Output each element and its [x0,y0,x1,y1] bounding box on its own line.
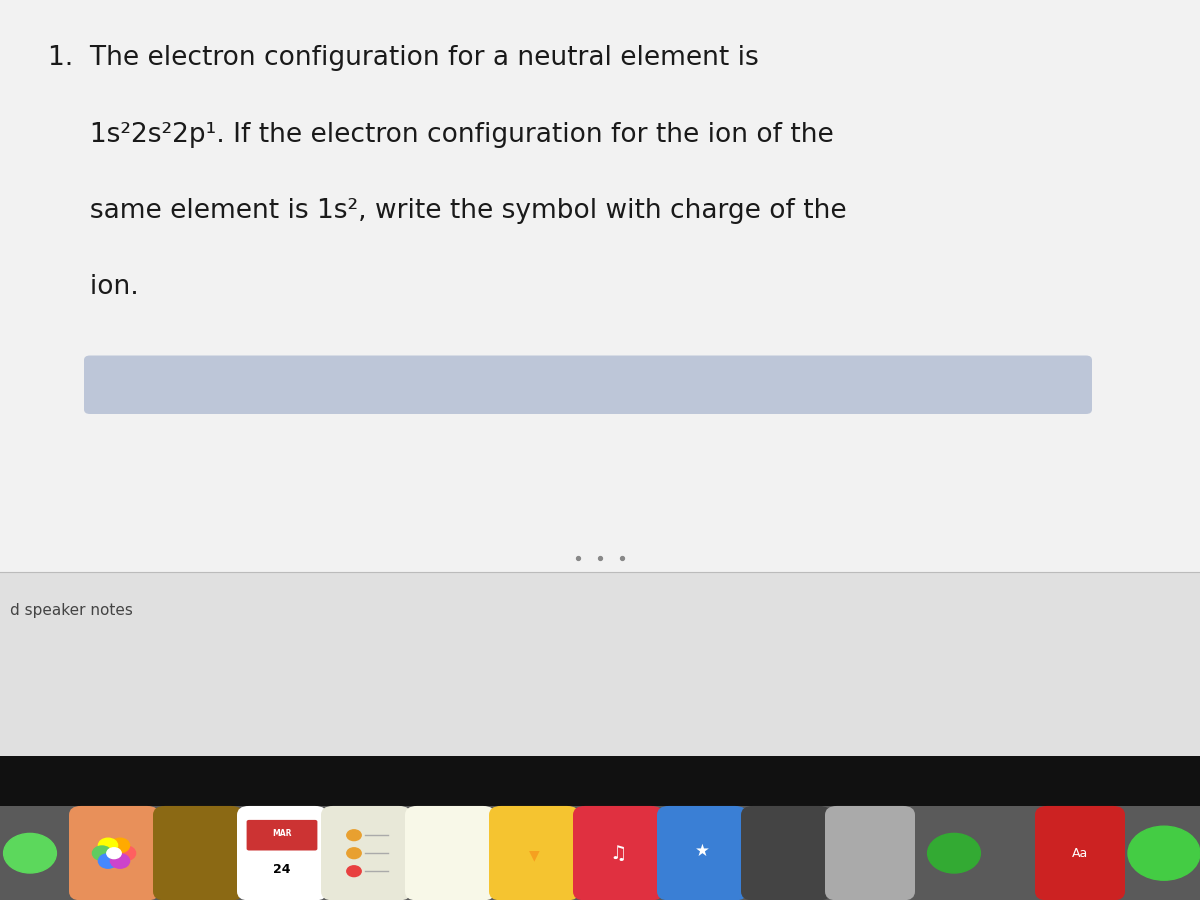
Circle shape [92,846,112,860]
FancyBboxPatch shape [658,806,746,900]
FancyBboxPatch shape [574,806,662,900]
Circle shape [98,838,118,852]
FancyBboxPatch shape [236,806,326,900]
Text: 24: 24 [274,863,290,876]
FancyBboxPatch shape [0,0,1200,572]
Text: MAR: MAR [272,829,292,838]
FancyBboxPatch shape [247,820,317,850]
FancyBboxPatch shape [320,806,410,900]
Text: 1.  The electron configuration for a neutral element is: 1. The electron configuration for a neut… [48,45,758,71]
Circle shape [110,854,130,868]
Text: d speaker notes: d speaker notes [10,603,132,618]
Text: ion.: ion. [48,274,139,301]
Circle shape [347,830,361,841]
Circle shape [107,848,121,859]
FancyBboxPatch shape [0,806,1200,900]
FancyBboxPatch shape [154,806,244,900]
Text: 1s²2s²2p¹. If the electron configuration for the ion of the: 1s²2s²2p¹. If the electron configuration… [48,122,834,148]
FancyBboxPatch shape [490,806,580,900]
FancyBboxPatch shape [742,806,830,900]
Circle shape [1128,826,1200,880]
Text: ★: ★ [695,842,709,860]
Circle shape [98,854,118,868]
FancyBboxPatch shape [404,806,496,900]
Circle shape [4,833,56,873]
Circle shape [347,848,361,859]
Text: same element is 1s², write the symbol with charge of the: same element is 1s², write the symbol wi… [48,198,847,224]
Text: ♫: ♫ [610,843,626,863]
Circle shape [347,866,361,877]
FancyBboxPatch shape [70,806,158,900]
FancyBboxPatch shape [84,356,1092,414]
Text: Aa: Aa [1072,847,1088,860]
Circle shape [110,838,130,852]
FancyBboxPatch shape [826,806,916,900]
FancyBboxPatch shape [1034,806,1126,900]
FancyBboxPatch shape [0,572,1200,756]
Circle shape [116,846,136,860]
Circle shape [928,833,980,873]
Text: ▼: ▼ [529,848,539,862]
FancyBboxPatch shape [0,756,1200,806]
